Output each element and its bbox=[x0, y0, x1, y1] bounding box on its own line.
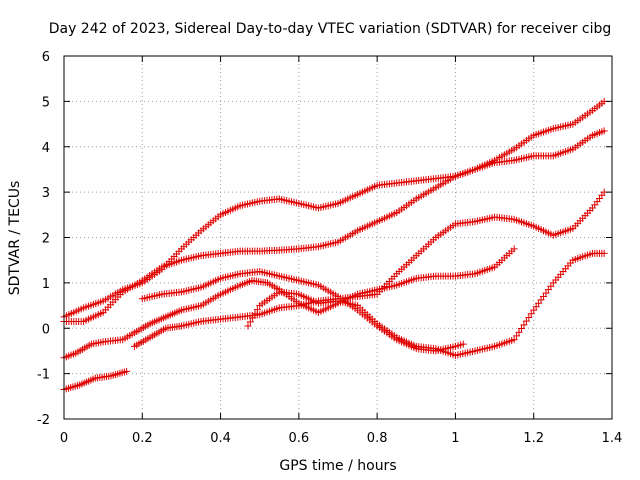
series-sat-f bbox=[138, 268, 467, 355]
x-axis-label: GPS time / hours bbox=[279, 458, 396, 474]
series-sat-d bbox=[60, 367, 131, 394]
data-point bbox=[517, 325, 525, 333]
chart-title: Day 242 of 2023, Sidereal Day-to-day VTE… bbox=[49, 21, 612, 37]
data-point bbox=[527, 310, 535, 318]
y-tick-label: 6 bbox=[42, 50, 50, 65]
x-tick-labels: 0 0.2 0.4 0.6 0.8 1 1.2 1.4 bbox=[60, 431, 622, 446]
data-point bbox=[515, 328, 523, 336]
axis-ticks bbox=[63, 55, 613, 420]
data-point bbox=[123, 367, 131, 375]
series-sat-b bbox=[60, 127, 608, 325]
data-point bbox=[253, 306, 261, 314]
series-sat-g bbox=[244, 249, 608, 359]
x-tick-label: 0.4 bbox=[210, 431, 231, 446]
data-point bbox=[600, 249, 608, 257]
data-point bbox=[510, 336, 518, 344]
plot-frame bbox=[63, 55, 613, 420]
data-point bbox=[244, 322, 252, 330]
data-point bbox=[522, 317, 530, 325]
y-tick-label: 3 bbox=[42, 186, 50, 201]
series-sat-a bbox=[60, 97, 608, 321]
y-tick-label: -1 bbox=[37, 368, 50, 383]
data-point bbox=[251, 310, 259, 318]
y-tick-label: 0 bbox=[42, 322, 50, 337]
x-tick-label: 0.8 bbox=[367, 431, 388, 446]
x-tick-label: 1.2 bbox=[523, 431, 544, 446]
data-point bbox=[525, 313, 533, 321]
y-axis-label: SDTVAR / TECUs bbox=[7, 181, 23, 296]
y-tick-labels: -2 -1 0 1 2 3 4 5 6 bbox=[37, 50, 50, 428]
y-tick-label: -2 bbox=[37, 413, 50, 428]
data-point bbox=[510, 245, 518, 253]
series-sat-e bbox=[130, 188, 608, 350]
data-point bbox=[513, 332, 521, 340]
y-tick-label: 4 bbox=[42, 141, 50, 156]
data-marks bbox=[60, 97, 608, 394]
data-point bbox=[600, 127, 608, 135]
grid bbox=[64, 56, 612, 419]
x-tick-label: 0.2 bbox=[132, 431, 153, 446]
x-tick-label: 0 bbox=[60, 431, 68, 446]
y-tick-label: 5 bbox=[42, 95, 50, 110]
data-point bbox=[520, 321, 528, 329]
data-point bbox=[249, 314, 257, 322]
y-tick-label: 1 bbox=[42, 277, 50, 292]
x-tick-label: 1 bbox=[451, 431, 459, 446]
x-tick-label: 0.6 bbox=[289, 431, 310, 446]
data-point bbox=[246, 318, 254, 326]
x-tick-label: 1.4 bbox=[602, 431, 623, 446]
data-point bbox=[459, 340, 467, 348]
y-tick-label: 2 bbox=[42, 232, 50, 247]
